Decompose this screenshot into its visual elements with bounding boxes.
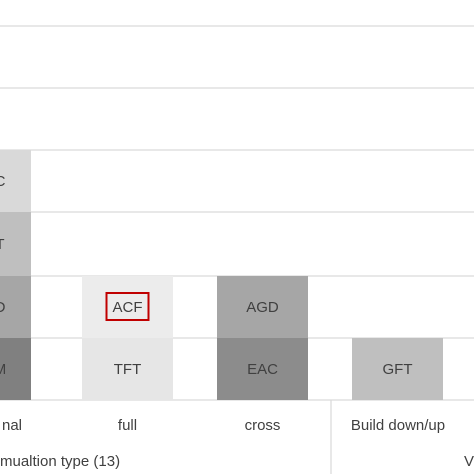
- category-label-2: cross: [245, 417, 281, 434]
- highlight-box: [105, 292, 150, 321]
- gridlines: [0, 25, 474, 474]
- group-label-1: V: [464, 453, 474, 470]
- group-label-0: mualtion type (13): [0, 453, 120, 470]
- cells: M D T C TFT ACF EAC AGD GFT: [0, 150, 443, 400]
- cell-label-0-2: T: [0, 236, 5, 253]
- cell-label-1-0: TFT: [114, 361, 142, 378]
- category-labels: nal full cross Build down/up: [2, 417, 445, 434]
- group-labels: mualtion type (13) V: [0, 453, 474, 470]
- cell-label-3-0: GFT: [383, 361, 413, 378]
- cell-2-1: [217, 276, 308, 338]
- cell-0-2: [0, 212, 31, 276]
- category-label-3: Build down/up: [351, 417, 445, 434]
- cell-label-1-1: ACF: [113, 299, 143, 316]
- cell-label-0-1: D: [0, 299, 6, 316]
- cell-1-0: [82, 338, 173, 400]
- cell-1-1: [82, 276, 173, 338]
- cell-label-0-0: M: [0, 361, 6, 378]
- cell-2-0: [217, 338, 308, 400]
- cell-0-1: [0, 276, 31, 338]
- cell-label-2-0: EAC: [247, 361, 278, 378]
- cell-0-3: [0, 150, 31, 212]
- cell-label-0-3: C: [0, 173, 6, 190]
- cell-0-0: [0, 338, 31, 400]
- cell-3-0: [352, 338, 443, 400]
- cell-label-2-1: AGD: [246, 299, 279, 316]
- category-label-0: nal: [2, 417, 22, 434]
- category-label-1: full: [118, 417, 137, 434]
